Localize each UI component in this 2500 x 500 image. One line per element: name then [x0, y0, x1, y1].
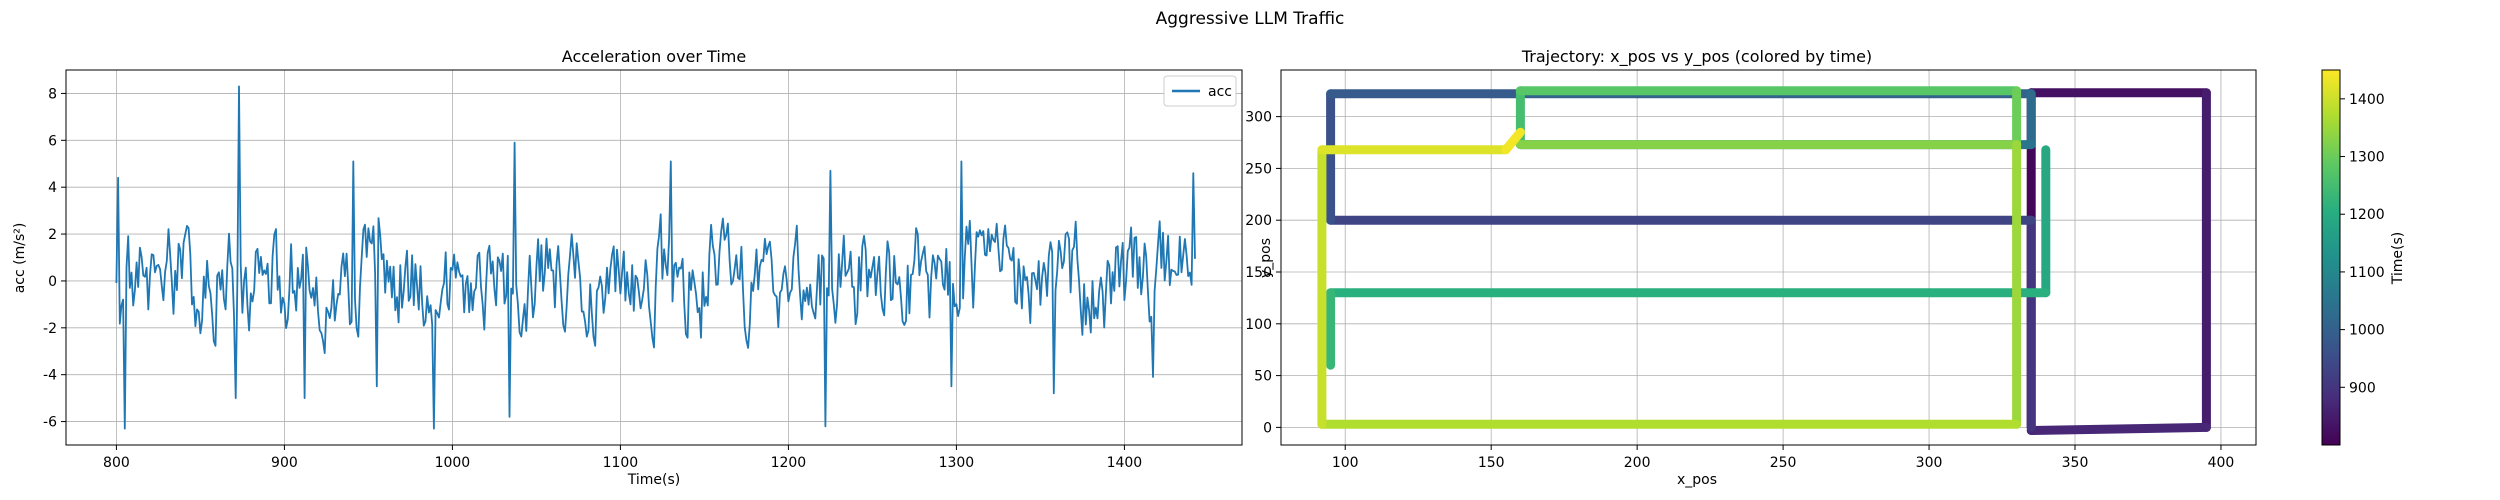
trajectory-x-ticks: 100 150 200 250 300 350 400 [1332, 445, 2234, 471]
colorbar-tick-label: 1200 [2349, 207, 2385, 223]
y-tick-label: 50 [1254, 369, 1272, 385]
trajectory-paths [1317, 86, 2211, 435]
x-tick-label: 900 [271, 455, 298, 471]
acceleration-y-axis-label: acc (m/s²) [12, 223, 28, 294]
y-tick-label: 2 [48, 227, 57, 243]
x-tick-label: 800 [103, 455, 130, 471]
y-tick-label: 0 [48, 274, 57, 290]
time-colorbar: 900 1000 1100 1200 1300 1400 Time(s) [2321, 69, 2406, 446]
x-tick-label: 150 [1478, 455, 1505, 471]
acceleration-chart-title: Acceleration over Time [562, 47, 746, 66]
y-tick-label: -2 [43, 321, 57, 337]
trajectory-segment [2026, 422, 2211, 435]
x-tick-label: 200 [1624, 455, 1651, 471]
acceleration-y-ticks: -6 -4 -2 0 2 4 6 8 [43, 86, 66, 431]
trajectory-chart: Trajectory: x_pos vs y_pos (colored by t… [1245, 47, 2257, 488]
x-tick-label: 300 [1916, 455, 1943, 471]
trajectory-chart-title: Trajectory: x_pos vs y_pos (colored by t… [1521, 47, 1872, 67]
colorbar-tick-label: 900 [2349, 380, 2376, 396]
colorbar-gradient [2321, 69, 2341, 446]
y-tick-label: 300 [1245, 110, 1272, 126]
acceleration-grid [66, 70, 1242, 445]
colorbar-tick-label: 1300 [2349, 150, 2385, 166]
colorbar-ticks: 900 1000 1100 1200 1300 1400 [2340, 92, 2385, 396]
x-tick-label: 250 [1770, 455, 1797, 471]
trajectory-grid [1281, 70, 2256, 445]
acceleration-chart: Acceleration over Time 800 900 1000 1100 120… [12, 47, 1243, 488]
acceleration-legend: acc [1163, 75, 1237, 107]
figure-title: Aggressive LLM Traffic [1156, 9, 1345, 29]
trajectory-y-ticks: 0 50 100 150 200 250 300 [1245, 110, 1281, 436]
acceleration-x-axis-label: Time(s) [627, 472, 680, 488]
x-tick-label: 1200 [771, 455, 807, 471]
acc-line [115, 85, 1196, 430]
x-tick-label: 1100 [603, 455, 639, 471]
legend-label-acc: acc [1208, 84, 1232, 100]
colorbar-tick-label: 1000 [2349, 323, 2385, 339]
y-tick-label: 150 [1245, 265, 1272, 281]
y-tick-label: 250 [1245, 161, 1272, 177]
trajectory-segment [1501, 127, 1525, 155]
acc-series [115, 85, 1196, 430]
y-tick-label: 6 [48, 133, 57, 149]
y-tick-label: 8 [48, 86, 57, 102]
trajectory-y-axis-label: y_pos [1258, 238, 1274, 278]
x-tick-label: 100 [1332, 455, 1359, 471]
colorbar-label: Time(s) [2390, 232, 2406, 285]
acceleration-x-ticks: 800 900 1000 1100 1200 1300 1400 [103, 445, 1142, 471]
x-tick-label: 1400 [1107, 455, 1143, 471]
x-tick-label: 1000 [435, 455, 471, 471]
acceleration-plot-frame [65, 69, 1243, 446]
y-tick-label: 200 [1245, 213, 1272, 229]
y-tick-label: 4 [48, 180, 57, 196]
colorbar-tick-label: 1100 [2349, 265, 2385, 281]
trajectory-plot-frame [1280, 69, 2257, 446]
colorbar-tick-label: 1400 [2349, 92, 2385, 108]
y-tick-label: -6 [43, 415, 57, 431]
x-tick-label: 1300 [939, 455, 975, 471]
y-tick-label: -4 [43, 368, 57, 384]
x-tick-label: 400 [2208, 455, 2235, 471]
trajectory-x-axis-label: x_pos [1677, 472, 1717, 488]
x-tick-label: 350 [2062, 455, 2089, 471]
y-tick-label: 100 [1245, 317, 1272, 333]
y-tick-label: 0 [1263, 420, 1272, 436]
